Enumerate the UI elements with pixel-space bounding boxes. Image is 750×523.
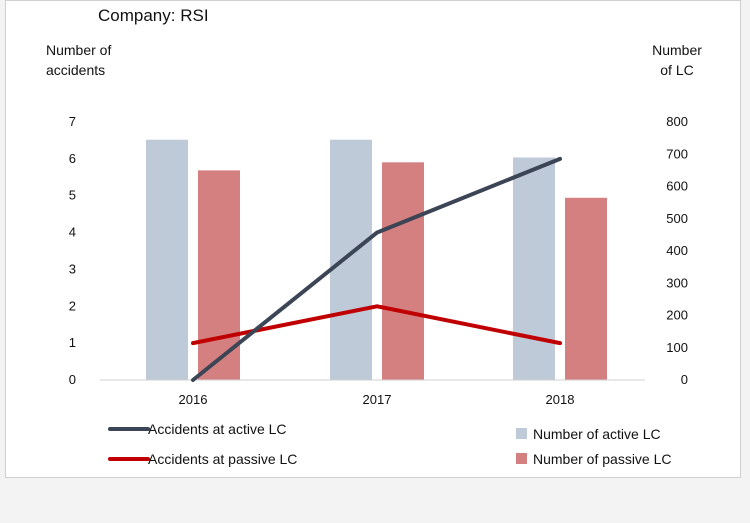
y-left-tick-7: 7 bbox=[69, 114, 76, 129]
bar-active-lc-2018 bbox=[513, 157, 555, 380]
y-left-tick-3: 3 bbox=[69, 261, 76, 276]
y-right-tick-0: 0 bbox=[681, 372, 688, 387]
y-left-tick-0: 0 bbox=[69, 372, 76, 387]
bar-passive-lc-2017 bbox=[382, 162, 424, 380]
y-right-tick-800: 800 bbox=[666, 114, 688, 129]
y-right-tick-400: 400 bbox=[666, 243, 688, 258]
legend-swatch-active-lc bbox=[516, 428, 527, 439]
y-right-tick-100: 100 bbox=[666, 340, 688, 355]
legend-label-passive-lc: Number of passive LC bbox=[533, 451, 672, 467]
chart-title: Company: RSI bbox=[98, 6, 209, 25]
y-left-label-line-1: Number of bbox=[46, 42, 112, 58]
legend-swatch-passive-lc bbox=[516, 453, 527, 464]
bar-passive-lc-2016 bbox=[198, 170, 240, 380]
y-right-label-line-2: of LC bbox=[660, 62, 694, 78]
legend-label-active-lc: Number of active LC bbox=[533, 426, 661, 442]
chart-panel bbox=[5, 0, 741, 478]
y-right-axis-label: Number of LC bbox=[640, 40, 714, 80]
bar-passive-lc-2018 bbox=[565, 197, 607, 380]
y-left-tick-1: 1 bbox=[69, 335, 76, 350]
y-left-tick-4: 4 bbox=[69, 225, 76, 240]
y-right-label-line-1: Number bbox=[652, 42, 702, 58]
legend-label-accidents-active-lc: Accidents at active LC bbox=[148, 421, 287, 437]
y-left-label-line-2: accidents bbox=[46, 62, 106, 78]
x-tick-2017: 2017 bbox=[363, 392, 392, 407]
y-left-tick-6: 6 bbox=[69, 151, 76, 166]
y-left-tick-5: 5 bbox=[69, 188, 76, 203]
y-right-tick-700: 700 bbox=[666, 146, 688, 161]
y-right-tick-300: 300 bbox=[666, 275, 688, 290]
x-tick-2016: 2016 bbox=[179, 392, 208, 407]
y-right-tick-200: 200 bbox=[666, 308, 688, 323]
bar-active-lc-2016 bbox=[146, 139, 188, 380]
bar-active-lc-2017 bbox=[330, 139, 372, 380]
y-left-tick-2: 2 bbox=[69, 298, 76, 313]
y-left-axis-label: Number of accidents bbox=[46, 40, 111, 80]
y-right-tick-500: 500 bbox=[666, 211, 688, 226]
x-tick-2018: 2018 bbox=[546, 392, 575, 407]
legend-label-accidents-passive-lc: Accidents at passive LC bbox=[148, 451, 297, 467]
y-right-tick-600: 600 bbox=[666, 179, 688, 194]
line-accidents-active-lc bbox=[191, 156, 562, 382]
